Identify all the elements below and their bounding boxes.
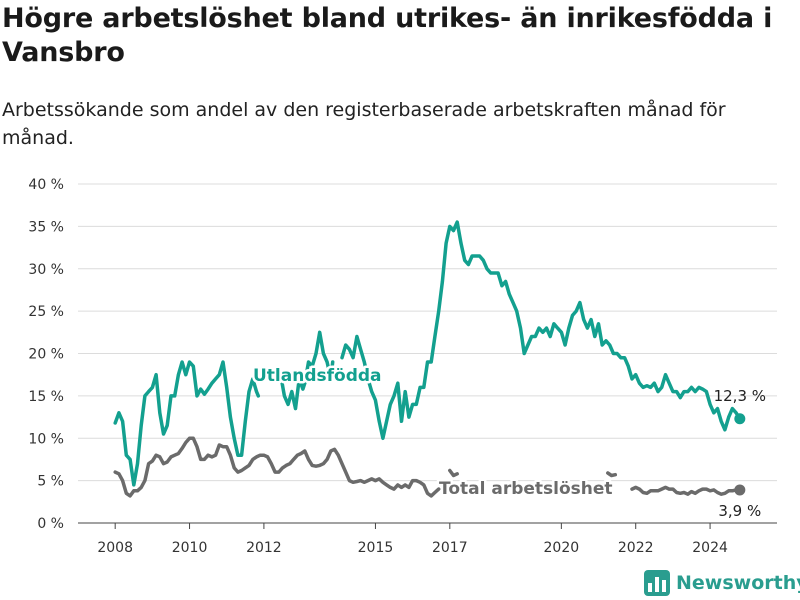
total-end-marker xyxy=(734,484,746,496)
bar-chart-logo-icon xyxy=(644,570,670,596)
series-label-utlandsfodda-halo: Utlandsfödda xyxy=(253,366,382,386)
series-line xyxy=(340,220,742,441)
brand-logo: Newsworthy xyxy=(644,569,800,597)
grid-lines xyxy=(78,183,777,482)
y-tick-label: 40 % xyxy=(28,177,64,193)
utlandsfodda-end-marker xyxy=(734,413,746,425)
series-line xyxy=(448,468,459,478)
series-line xyxy=(630,485,742,496)
total-end-label: 3,9 % xyxy=(718,502,761,520)
y-tick-label: 5 % xyxy=(37,474,64,490)
series-line xyxy=(113,360,261,487)
y-tick-label: 15 % xyxy=(28,389,64,405)
x-tick-label: 2008 xyxy=(97,540,133,556)
y-axis-ticks: 0 % 5 % 10 % 15 % 20 % 25 % 30 % 35 % 40 % xyxy=(28,177,64,532)
utlandsfodda-end-label: 12,3 % xyxy=(714,387,766,405)
series-label-total-halo: Total arbetslöshet xyxy=(439,479,613,499)
series-line xyxy=(606,471,618,478)
y-tick-label: 30 % xyxy=(28,262,64,278)
y-tick-label: 35 % xyxy=(28,219,64,235)
brand-name: Newsworthy xyxy=(676,572,800,594)
y-tick-label: 0 % xyxy=(37,516,64,532)
x-tick-label: 2017 xyxy=(432,540,468,556)
x-axis-ticks: 2008 2010 2012 2015 2017 2020 2022 2024 xyxy=(97,523,728,556)
series-label-utlandsfodda: Utlandsfödda xyxy=(253,366,382,386)
chart-subtitle: Arbetssökande som andel av den registerb… xyxy=(2,99,726,149)
series-lines xyxy=(113,220,742,498)
chart-title: Högre arbetslöshet bland utrikes- än inr… xyxy=(2,3,773,68)
x-tick-label: 2012 xyxy=(246,540,282,556)
series-label-total: Total arbetslöshet xyxy=(439,479,613,499)
y-tick-label: 20 % xyxy=(28,347,64,363)
x-tick-label: 2024 xyxy=(692,540,728,556)
y-tick-label: 25 % xyxy=(28,304,64,320)
x-tick-label: 2010 xyxy=(172,540,208,556)
series-line xyxy=(278,330,335,411)
y-tick-label: 10 % xyxy=(28,431,64,447)
x-tick-label: 2022 xyxy=(618,540,654,556)
series-line xyxy=(113,436,441,498)
x-tick-label: 2015 xyxy=(358,540,394,556)
x-tick-label: 2020 xyxy=(544,540,580,556)
